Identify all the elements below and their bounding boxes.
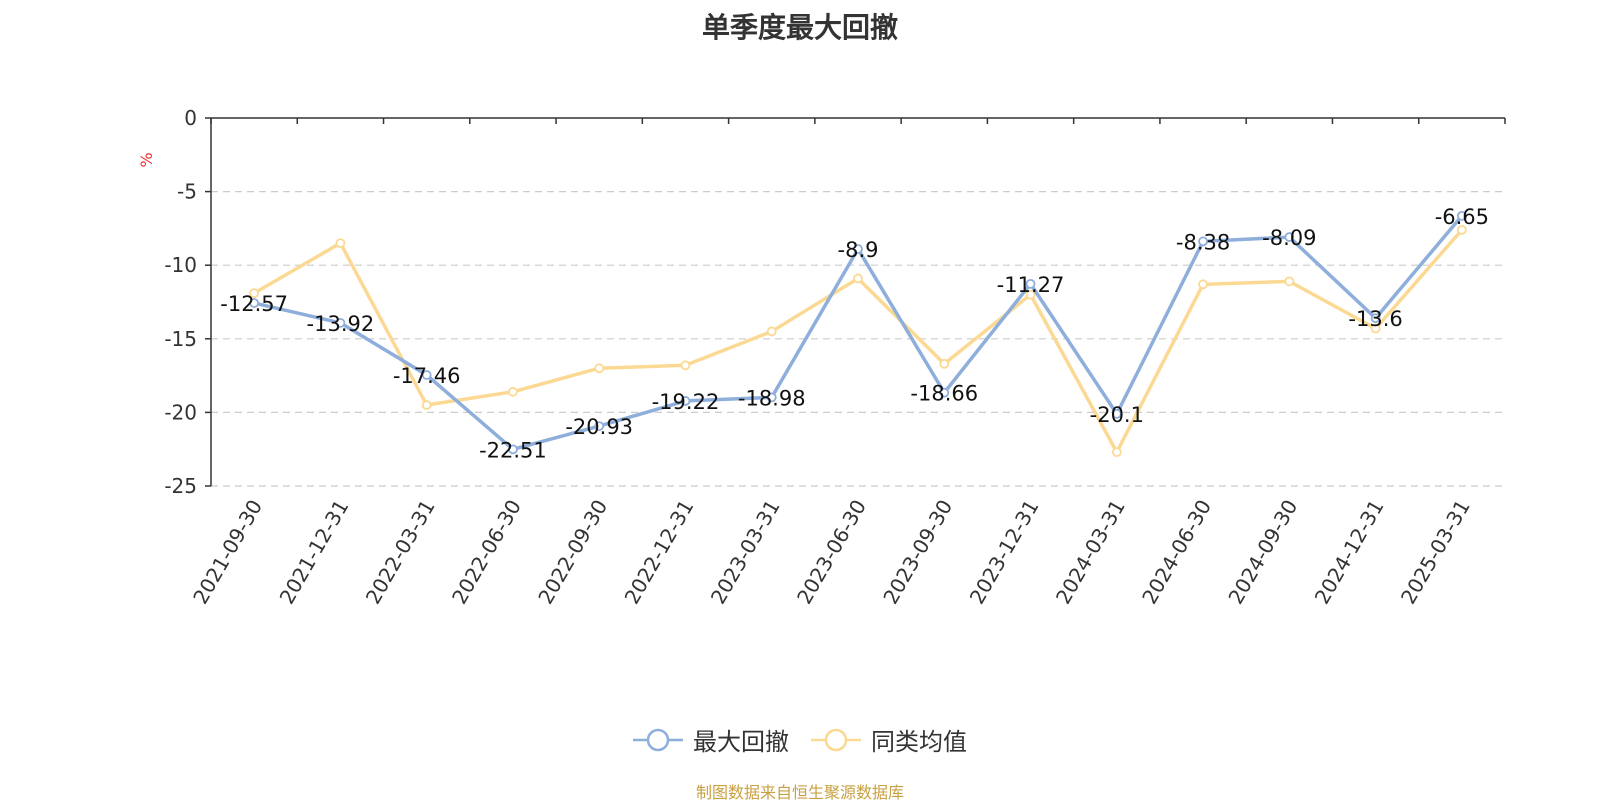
x-tick-label: 2021-12-31 (274, 496, 353, 609)
x-tick-label: 2021-09-30 (188, 496, 267, 609)
data-point (853, 273, 863, 284)
data-label: -17.46 (393, 364, 461, 388)
data-label: -18.98 (738, 386, 806, 410)
data-point (1198, 279, 1208, 290)
source-note: 制图数据来自恒生聚源数据库 (695, 783, 904, 802)
x-tick-label: 2024-12-31 (1310, 496, 1389, 609)
x-tick-label: 2022-12-31 (620, 496, 699, 609)
data-label: -18.66 (910, 382, 978, 406)
data-label: -20.1 (1090, 403, 1144, 427)
data-label: -12.57 (220, 292, 288, 316)
data-point (335, 238, 346, 249)
data-point (1111, 408, 1122, 419)
data-point (508, 386, 518, 397)
x-tick-label: 2023-09-30 (878, 495, 957, 608)
legend: 最大回撤 同类均值 (0, 722, 1600, 757)
data-point (421, 400, 432, 410)
data-label: -8.9 (838, 238, 879, 262)
data-point (1284, 232, 1295, 242)
data-point (680, 396, 691, 406)
data-point (1198, 236, 1208, 247)
y-tick-label: -15 (164, 327, 197, 351)
data-label: -8.38 (1176, 230, 1230, 254)
data-label: -13.92 (307, 312, 375, 336)
data-point (1111, 447, 1122, 458)
y-tick-label: -20 (164, 400, 197, 424)
y-axis-label: % (137, 152, 156, 167)
data-point (1370, 323, 1381, 334)
x-tick-label: 2022-06-30 (447, 496, 526, 609)
data-label: -6.65 (1435, 205, 1489, 229)
data-label: -8.09 (1262, 226, 1316, 250)
x-tick-label: 2022-09-30 (533, 496, 612, 609)
data-label: -19.22 (652, 390, 720, 414)
data-point (508, 444, 518, 455)
chart-title: 单季度最大回撤 (701, 11, 898, 44)
x-tick-label: 2025-03-31 (1396, 496, 1475, 609)
legend-swatch-icon (633, 728, 683, 751)
legend-item[interactable]: 最大回撤 (633, 722, 789, 757)
data-point (853, 244, 863, 254)
x-tick-label: 2023-03-31 (706, 496, 785, 609)
legend-swatch-marker (646, 728, 670, 751)
data-point (1456, 210, 1467, 221)
data-point (1025, 278, 1036, 289)
data-point (766, 392, 777, 403)
data-label: -20.93 (565, 415, 633, 439)
legend-label: 同类均值 (871, 728, 967, 756)
y-tick-label: 0 (184, 106, 197, 130)
data-point (249, 298, 260, 308)
data-point (680, 360, 691, 371)
x-tick-label: 2024-09-30 (1223, 496, 1302, 609)
data-point (939, 387, 950, 398)
data-point (766, 326, 777, 337)
legend-swatch-icon (811, 728, 861, 751)
data-point (939, 358, 950, 369)
data-label: -22.51 (479, 438, 547, 462)
y-tick-label: -5 (177, 180, 197, 204)
legend-swatch-marker (824, 728, 848, 751)
series-line (253, 228, 1464, 454)
data-point (1284, 276, 1295, 287)
data-point (1456, 224, 1467, 235)
data-label: -13.6 (1348, 307, 1402, 331)
data-point (594, 363, 605, 374)
x-tick-label: 2023-12-31 (965, 496, 1044, 609)
x-tick-label: 2023-06-30 (792, 496, 871, 609)
data-label: -11.27 (997, 273, 1065, 297)
data-point (594, 421, 605, 431)
x-tick-label: 2022-03-31 (361, 495, 440, 608)
y-tick-label: -25 (164, 474, 197, 498)
x-tick-label: 2024-06-30 (1137, 496, 1216, 609)
data-point (249, 288, 260, 299)
data-point (1025, 289, 1036, 300)
legend-item[interactable]: 同类均值 (811, 722, 967, 757)
data-point (421, 370, 432, 380)
y-tick-label: -10 (164, 253, 197, 277)
data-point (1370, 313, 1381, 324)
legend-label: 最大回撤 (693, 728, 789, 756)
x-tick-label: 2024-03-31 (1051, 496, 1130, 609)
data-point (335, 318, 346, 328)
